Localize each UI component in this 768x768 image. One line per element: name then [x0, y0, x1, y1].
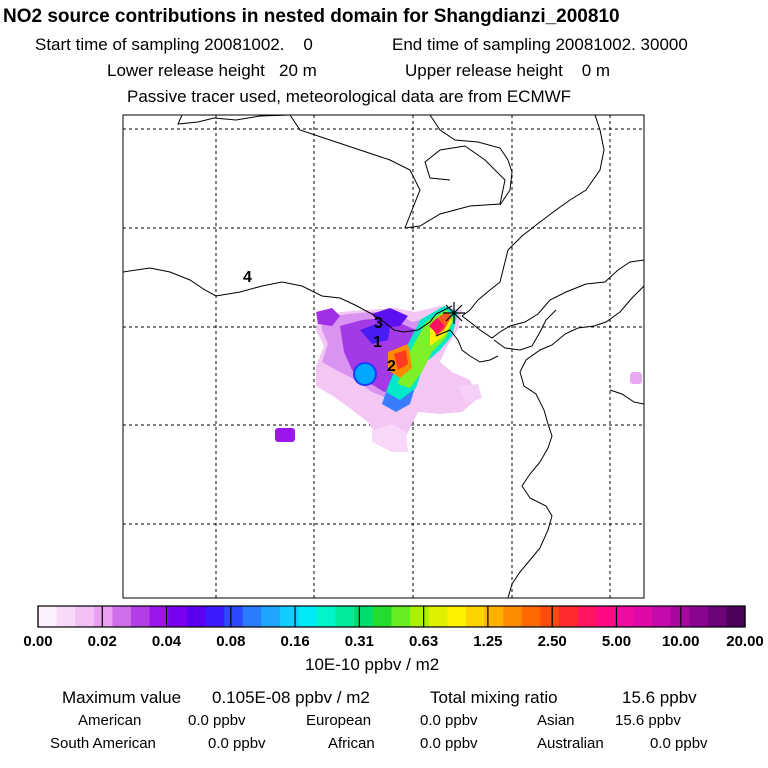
- receptor-star-icon: [443, 302, 465, 324]
- colorbar-swatch: [484, 606, 504, 627]
- region-label-2: 2: [387, 358, 396, 375]
- colorbar-swatch: [465, 606, 486, 627]
- colorbar-swatch: [614, 606, 634, 627]
- lower-release-height: Lower release height 20 m: [107, 61, 317, 80]
- colorbar-tick-label: 0.04: [151, 633, 182, 650]
- colorbar-tick-label: 10.00: [661, 633, 700, 650]
- colorbar-swatch: [335, 606, 355, 627]
- colorbar-swatch: [261, 606, 281, 627]
- colorbar-swatch: [651, 606, 672, 627]
- colorbar-swatch: [279, 606, 300, 627]
- region-label-3: 3: [374, 315, 383, 332]
- tracer-note: Passive tracer used, meteorological data…: [127, 87, 572, 106]
- colorbar-swatch: [596, 606, 616, 627]
- region-australian-value: 0.0 ppbv: [650, 735, 708, 752]
- colorbar-swatch: [75, 606, 95, 627]
- colorbar-tick-label: 0.31: [344, 633, 374, 650]
- colorbar-swatch: [577, 606, 597, 627]
- colorbar-swatch: [410, 606, 430, 627]
- colorbar-swatch: [317, 606, 337, 627]
- colorbar-swatch: [242, 606, 262, 627]
- max-value: 0.105E-08 ppbv / m2: [212, 688, 370, 707]
- region-asian-value: 15.6 ppbv: [615, 712, 681, 729]
- colorbar-swatch: [372, 606, 393, 627]
- colorbar-swatch: [186, 606, 207, 627]
- region-south-american-value: 0.0 ppbv: [208, 735, 266, 752]
- colorbar-swatch: [168, 606, 188, 627]
- colorbar-tick-label: 0.63: [409, 633, 439, 650]
- region-asian-name: Asian: [537, 712, 575, 729]
- colorbar-tick-label: 2.50: [537, 633, 567, 650]
- colorbar-swatch: [224, 606, 244, 627]
- max-label: Maximum value: [62, 688, 182, 707]
- colorbar-swatch: [38, 606, 58, 627]
- region-african-name: African: [328, 735, 375, 752]
- colorbar-swatch: [558, 606, 579, 627]
- colorbar-tick-label: 1.25: [473, 633, 503, 650]
- colorbar-swatch: [428, 606, 448, 627]
- colorbar-swatch: [726, 606, 746, 627]
- plot-title: NO2 source contributions in nested domai…: [3, 6, 620, 27]
- colorbar-tick-label: 0.08: [216, 633, 246, 650]
- colorbar-swatch: [131, 606, 151, 627]
- region-american-name: American: [78, 712, 142, 729]
- colorbar-swatch: [540, 606, 560, 627]
- map-area: 1 2 3 4: [123, 115, 644, 598]
- colorbar-swatch: [149, 606, 169, 627]
- total-label: Total mixing ratio: [430, 688, 558, 707]
- region-european-value: 0.0 ppbv: [420, 712, 478, 729]
- colorbar-swatch: [633, 606, 653, 627]
- region-label-1: 1: [373, 334, 382, 351]
- colorbar-tick-label: 20.00: [726, 633, 764, 650]
- total-value: 15.6 ppbv: [622, 688, 697, 707]
- region-american-value: 0.0 ppbv: [188, 712, 246, 729]
- coastlines: [123, 115, 644, 598]
- colorbar-swatch: [56, 606, 76, 627]
- colorbar-tick-label: 0.00: [23, 633, 53, 650]
- upper-release-height: Upper release height 0 m: [405, 61, 611, 80]
- colorbar-swatch: [521, 606, 541, 627]
- concentration-field: [275, 306, 642, 452]
- colorbar-swatch: [298, 606, 318, 627]
- colorbar-swatch: [205, 606, 225, 627]
- colorbar-swatch: [447, 606, 467, 627]
- colorbar-swatch: [707, 606, 727, 627]
- colorbar-tick-label: 0.02: [87, 633, 117, 650]
- colorbar-ticks: [37, 606, 746, 627]
- region-australian-name: Australian: [537, 735, 604, 752]
- colorbar-swatch: [354, 606, 374, 627]
- region-south-american-name: South American: [50, 735, 156, 752]
- colorbar-tick-label: 5.00: [601, 633, 632, 650]
- colorbar-swatch: [391, 606, 411, 627]
- colorbar: [38, 606, 746, 627]
- region-african-value: 0.0 ppbv: [420, 735, 478, 752]
- region-label-4: 4: [243, 269, 252, 286]
- colorbar-swatch: [503, 606, 523, 627]
- colorbar-tick-label: 0.16: [280, 633, 310, 650]
- colorbar-swatch: [112, 606, 132, 627]
- colorbar-swatch: [689, 606, 709, 627]
- colorbar-swatch: [93, 606, 114, 627]
- sampling-start: Start time of sampling 20081002. 0: [35, 35, 313, 54]
- sampling-end: End time of sampling 20081002. 30000: [392, 35, 688, 54]
- region-european-name: European: [306, 712, 372, 729]
- colorbar-unit: 10E-10 ppbv / m2: [305, 655, 440, 674]
- map-frame: [122, 114, 645, 599]
